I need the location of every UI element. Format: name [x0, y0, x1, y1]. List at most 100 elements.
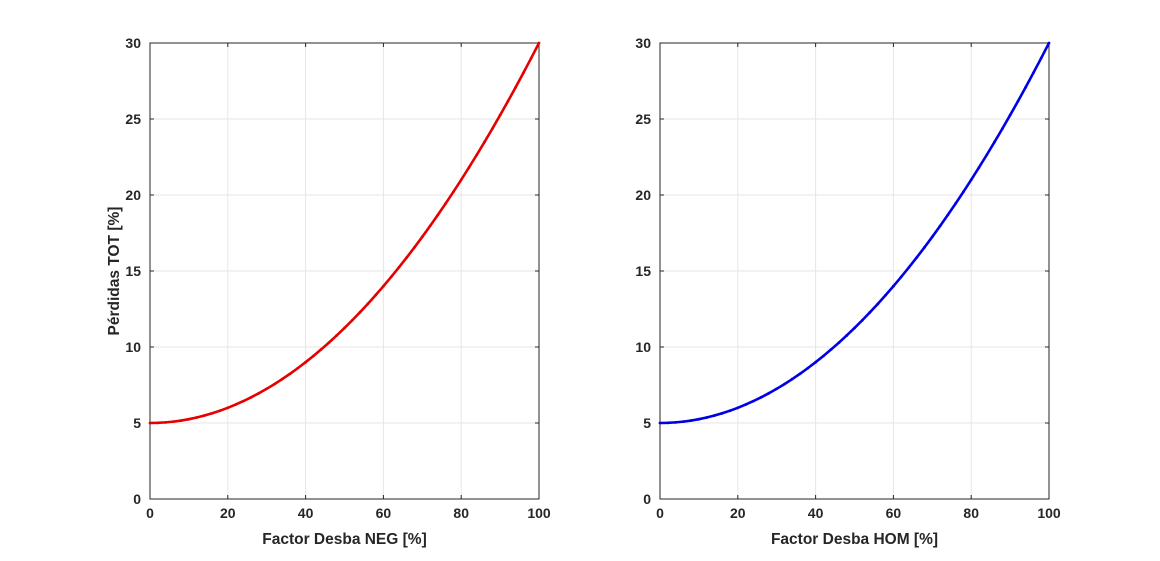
data-point — [899, 275, 903, 279]
y-tick-label: 20 — [125, 187, 141, 203]
data-point — [915, 256, 919, 259]
data-point — [148, 421, 152, 425]
data-point — [374, 293, 378, 297]
data-point — [837, 341, 841, 344]
x-tick-label: 40 — [808, 505, 824, 521]
data-point — [674, 420, 677, 424]
y-tick-label: 15 — [635, 263, 651, 279]
data-point — [1016, 99, 1020, 103]
data-point — [993, 140, 996, 144]
data-point — [335, 334, 339, 337]
x-tick-label: 40 — [298, 505, 314, 521]
data-point — [845, 334, 849, 337]
data-point — [923, 245, 926, 249]
x-tick-label: 60 — [886, 505, 902, 521]
data-point — [164, 420, 167, 424]
data-point — [907, 265, 911, 269]
data-point — [814, 360, 817, 364]
data-point — [171, 420, 175, 424]
data-point — [1000, 127, 1004, 131]
y-tick-label: 0 — [133, 491, 141, 507]
x-tick-label: 0 — [656, 505, 664, 521]
data-point — [790, 377, 794, 381]
data-point — [1032, 71, 1035, 75]
data-point — [969, 178, 973, 182]
data-point — [529, 56, 533, 60]
x-axis-label: Factor Desba HOM [%] — [771, 531, 938, 548]
data-point — [821, 354, 825, 358]
data-point — [1047, 41, 1051, 45]
data-point — [179, 419, 183, 422]
y-tick-label: 25 — [635, 111, 651, 127]
data-point — [483, 140, 486, 144]
data-point — [930, 235, 934, 239]
data-point — [783, 382, 786, 386]
data-point — [319, 348, 323, 351]
x-tick-label: 20 — [220, 505, 236, 521]
data-point — [304, 360, 307, 364]
y-tick-label: 5 — [643, 415, 651, 431]
data-point — [156, 421, 160, 425]
data-point — [736, 406, 740, 410]
x-tick-label: 60 — [376, 505, 392, 521]
data-point — [195, 416, 199, 419]
y-tick-label: 15 — [125, 263, 141, 279]
y-tick-label: 5 — [133, 415, 141, 431]
data-point — [210, 411, 214, 415]
data-point — [1039, 56, 1043, 60]
data-point — [514, 85, 518, 89]
data-point — [428, 224, 432, 228]
right-plot: 0 20 40 60 80 100 0 5 10 15 20 25 30 Factor Desba HO… — [635, 35, 1060, 548]
data-point — [681, 420, 685, 424]
data-point — [452, 190, 455, 194]
y-tick-label: 20 — [635, 187, 651, 203]
data-point — [218, 409, 222, 413]
data-point — [249, 395, 253, 399]
data-point — [436, 213, 440, 217]
data-point — [498, 113, 502, 117]
data-point — [366, 302, 370, 306]
data-point — [884, 293, 888, 297]
data-point — [744, 403, 747, 407]
data-point — [506, 99, 510, 103]
x-tick-label: 0 — [146, 505, 154, 521]
left-plot: 0 20 40 60 80 100 0 5 10 15 20 25 30 Factor Desba NE… — [106, 35, 551, 548]
data-point — [288, 372, 292, 376]
x-tick-label: 80 — [453, 505, 469, 521]
x-tick-label: 20 — [730, 505, 746, 521]
data-point — [265, 387, 269, 391]
data-point — [954, 202, 958, 205]
data-point — [413, 245, 416, 249]
x-axis-label: Factor Desba NEG [%] — [262, 531, 427, 548]
data-point — [296, 366, 300, 370]
data-point — [985, 153, 989, 157]
data-point — [658, 421, 662, 425]
axes-box — [659, 42, 1050, 500]
x-tick-label: 100 — [1037, 505, 1061, 521]
data-point — [467, 166, 471, 169]
data-point — [705, 416, 709, 419]
data-point — [798, 372, 802, 376]
data-point — [389, 275, 393, 279]
data-point — [350, 318, 354, 322]
data-point — [405, 256, 409, 259]
data-point — [459, 178, 463, 182]
x-tick-label: 100 — [527, 505, 551, 521]
y-axis-label: Pérdidas TOT [%] — [106, 207, 123, 336]
data-point — [444, 202, 448, 205]
data-point — [977, 166, 981, 169]
data-point — [273, 382, 276, 386]
data-point — [829, 348, 833, 351]
data-point — [475, 153, 479, 157]
axes-box — [149, 42, 540, 500]
data-point — [892, 284, 895, 288]
data-point — [806, 366, 810, 370]
y-tick-label: 25 — [125, 111, 141, 127]
data-point — [860, 318, 864, 322]
data-point — [876, 302, 880, 306]
data-point — [358, 310, 362, 314]
data-point — [226, 406, 230, 410]
plot-area: 0 20 40 60 80 100 0 5 10 15 20 25 30 — [635, 35, 1060, 521]
data-point — [946, 213, 950, 217]
